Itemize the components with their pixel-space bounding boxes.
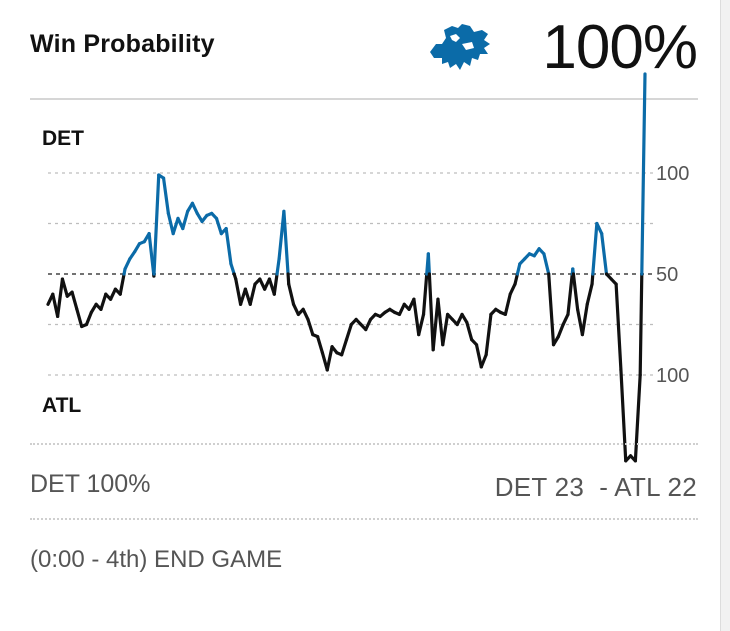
win-probability-line-segment [614, 282, 623, 372]
win-probability-line-segment [513, 272, 520, 286]
win-probability-line-segment [108, 287, 118, 301]
win-probability-line-segment [286, 272, 291, 286]
y-tick-label: 100 [656, 365, 689, 387]
win-probability-chart: 100 50 100 [46, 72, 689, 463]
win-probability-line-segment [287, 282, 296, 306]
win-probability-line-segment [580, 302, 589, 337]
win-probability-line-segment [412, 297, 421, 337]
header-divider [30, 98, 698, 100]
win-probability-line-segment [426, 252, 431, 276]
top-team-label: DET [42, 127, 84, 150]
win-probability-line-segment [515, 262, 522, 276]
win-probability-line-segment [166, 211, 175, 236]
win-probability-line-segment [474, 343, 483, 369]
win-probability-line-segment [56, 277, 65, 319]
card-title: Win Probability [30, 30, 215, 58]
win-probability-line-segment [431, 297, 440, 352]
win-probability-line-segment [542, 252, 551, 276]
win-probability-line-segment [397, 302, 406, 316]
win-probability-line-segment [301, 307, 310, 322]
win-probability-line-segment [436, 297, 445, 347]
win-probability-line-segment [275, 257, 281, 276]
win-probability-line-segment [585, 282, 594, 306]
win-probability-line-segment [248, 282, 257, 306]
win-probability-line-segment [70, 290, 79, 311]
win-probability-line-segment [547, 272, 556, 347]
y-tick-label: 50 [656, 264, 678, 286]
win-probability-line-segment [561, 312, 570, 327]
bottom-team-label: ATL [42, 394, 82, 417]
win-probability-line-segment [325, 345, 334, 372]
win-probability-line-segment [282, 209, 290, 276]
win-probability-line-segment [291, 302, 300, 316]
win-probability-line-segment [591, 221, 599, 276]
win-probability-line-segment [638, 272, 644, 377]
win-probability-line-segment [619, 368, 628, 463]
scroll-edge [720, 0, 730, 631]
win-probability-line-segment [503, 292, 512, 316]
win-probability-line-segment [484, 312, 493, 357]
win-probability-line-segment [595, 221, 604, 236]
win-probability-line-segment [417, 312, 426, 337]
win-probability-line-segment [427, 272, 435, 352]
win-probability-line-segment [640, 72, 647, 276]
win-probability-line-segment [123, 257, 132, 271]
win-probability-line-segment [224, 226, 233, 266]
win-probability-line-segment [272, 272, 279, 296]
win-probability-line-segment [118, 272, 126, 296]
win-probability-line-segment [181, 209, 190, 231]
win-probability-line-segment [171, 216, 180, 236]
win-probability-line-segment [214, 216, 223, 236]
win-probability-line-segment [152, 173, 161, 276]
win-probability-line-segment [340, 338, 349, 357]
win-probability-line-segment [229, 262, 236, 276]
footer-divider [30, 518, 698, 520]
win-percentage: 100% [542, 13, 698, 82]
lions-logo-icon [430, 24, 490, 70]
win-probability-line-segment [364, 317, 373, 332]
win-probability-line-segment [316, 335, 325, 355]
win-probability-line-segment [633, 373, 642, 463]
chart-divider [30, 443, 698, 445]
win-probability-line-segment [190, 201, 199, 216]
win-probability-line-segment [590, 272, 595, 286]
win-probability-line-segment [161, 176, 170, 216]
win-probability-line-segment [465, 320, 474, 342]
win-probability-line-segment [441, 312, 450, 347]
win-probability-line-segment [60, 277, 69, 298]
win-probability-line-segment [234, 277, 243, 306]
win-probability-summary: DET 100% [30, 470, 151, 498]
win-probability-line-segment [600, 231, 609, 276]
win-probability-line-segment [75, 307, 84, 329]
win-probability-line-segment [99, 292, 108, 311]
win-probability-line-segment [421, 272, 429, 316]
win-probability-line-segment [479, 353, 488, 369]
game-score: DET 23 - ATL 22 [494, 472, 697, 502]
win-probability-line-segment [508, 282, 517, 296]
game-status: (0:00 - 4th) END GAME [30, 546, 283, 573]
y-tick-label: 100 [656, 163, 689, 185]
win-probability-line-segment [571, 272, 580, 311]
win-probability-line-segment [306, 317, 315, 337]
win-probability-line-segment [84, 310, 93, 327]
win-probability-line-segment [556, 322, 565, 339]
win-probability-line-segment [566, 272, 574, 316]
win-probability-line-segment [344, 322, 353, 342]
